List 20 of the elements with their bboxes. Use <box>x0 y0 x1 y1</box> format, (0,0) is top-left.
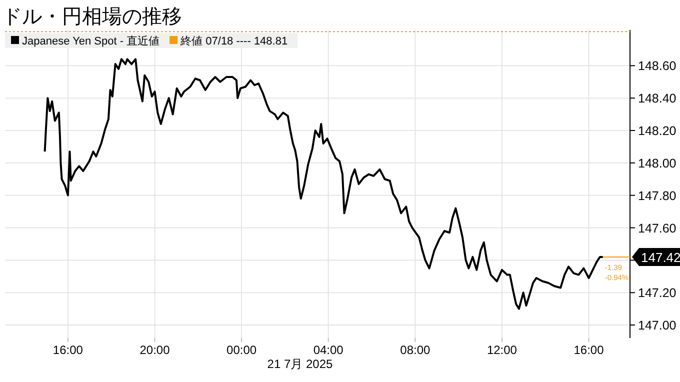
ytick: 148.40 <box>638 92 676 106</box>
ytick: 148.20 <box>638 124 676 138</box>
ytick: 147.80 <box>638 188 676 203</box>
xtick: 04:00 <box>313 343 344 357</box>
ytick: 148.00 <box>638 156 676 170</box>
xtick: 16:00 <box>52 343 83 357</box>
title: ドル・円相場の推移 <box>2 4 182 28</box>
annotation: 147.42 <box>641 250 680 265</box>
xtick: 08:00 <box>400 343 430 357</box>
ytick: 147.20 <box>638 286 676 300</box>
ytick: 147.60 <box>638 221 676 236</box>
legend-item: Japanese Yen Spot - 直近値 <box>22 36 160 48</box>
xtick: 12:00 <box>486 343 517 357</box>
legend-item: 終値 07/18 ---- 148.81 <box>180 36 288 48</box>
ytick: 148.60 <box>638 59 676 74</box>
ytick: 147.00 <box>638 318 676 333</box>
xtick: 16:00 <box>574 343 604 357</box>
xtick: 00:00 <box>226 343 257 357</box>
xtick: 20:00 <box>140 343 170 357</box>
xlabel: 21 7月 2025 <box>267 357 333 371</box>
